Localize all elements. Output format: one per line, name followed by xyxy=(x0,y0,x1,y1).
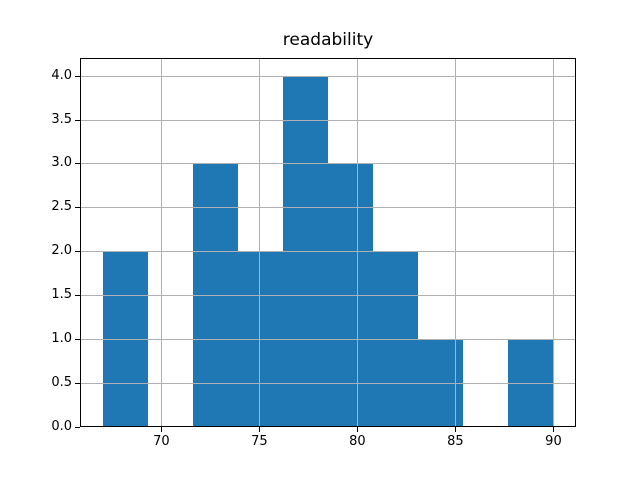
x-tick-mark xyxy=(259,427,260,432)
y-tick-label: 1.0 xyxy=(51,331,72,347)
plot-area xyxy=(80,58,576,427)
y-tick-label: 2.0 xyxy=(51,243,72,259)
x-tick-mark xyxy=(357,427,358,432)
x-tick-label: 70 xyxy=(153,434,170,449)
y-tick-mark xyxy=(75,163,80,164)
x-tick-label: 80 xyxy=(349,434,366,449)
gridline-vertical xyxy=(455,58,456,427)
gridline-horizontal xyxy=(80,295,576,296)
x-tick-mark xyxy=(553,427,554,432)
x-tick-label: 75 xyxy=(251,434,268,449)
gridline-vertical xyxy=(357,58,358,427)
y-tick-label: 0.0 xyxy=(51,419,72,434)
y-tick-label: 3.5 xyxy=(51,111,72,127)
y-tick-label: 3.0 xyxy=(51,155,72,171)
x-tick-mark xyxy=(455,427,456,432)
y-tick-mark xyxy=(75,207,80,208)
y-tick-label: 0.5 xyxy=(51,375,72,391)
y-tick-label: 4.0 xyxy=(51,67,72,83)
gridline-horizontal xyxy=(80,383,576,384)
x-tick-label: 85 xyxy=(447,434,464,449)
gridline-vertical xyxy=(553,58,554,427)
y-tick-mark xyxy=(75,383,80,384)
grid-layer xyxy=(80,58,576,427)
y-tick-mark xyxy=(75,295,80,296)
y-tick-mark xyxy=(75,251,80,252)
gridline-horizontal xyxy=(80,207,576,208)
y-tick-mark xyxy=(75,76,80,77)
gridline-horizontal xyxy=(80,251,576,252)
chart-title: readability xyxy=(282,30,374,50)
gridline-horizontal xyxy=(80,339,576,340)
gridline-horizontal xyxy=(80,76,576,77)
gridline-horizontal xyxy=(80,163,576,164)
y-tick-mark xyxy=(75,339,80,340)
y-tick-mark xyxy=(75,427,80,428)
gridline-vertical xyxy=(161,58,162,427)
y-tick-label: 1.5 xyxy=(51,287,72,303)
x-tick-mark xyxy=(161,427,162,432)
gridline-vertical xyxy=(259,58,260,427)
y-tick-mark xyxy=(75,120,80,121)
y-tick-label: 2.5 xyxy=(51,199,72,215)
x-tick-label: 90 xyxy=(545,434,562,449)
gridline-horizontal xyxy=(80,120,576,121)
